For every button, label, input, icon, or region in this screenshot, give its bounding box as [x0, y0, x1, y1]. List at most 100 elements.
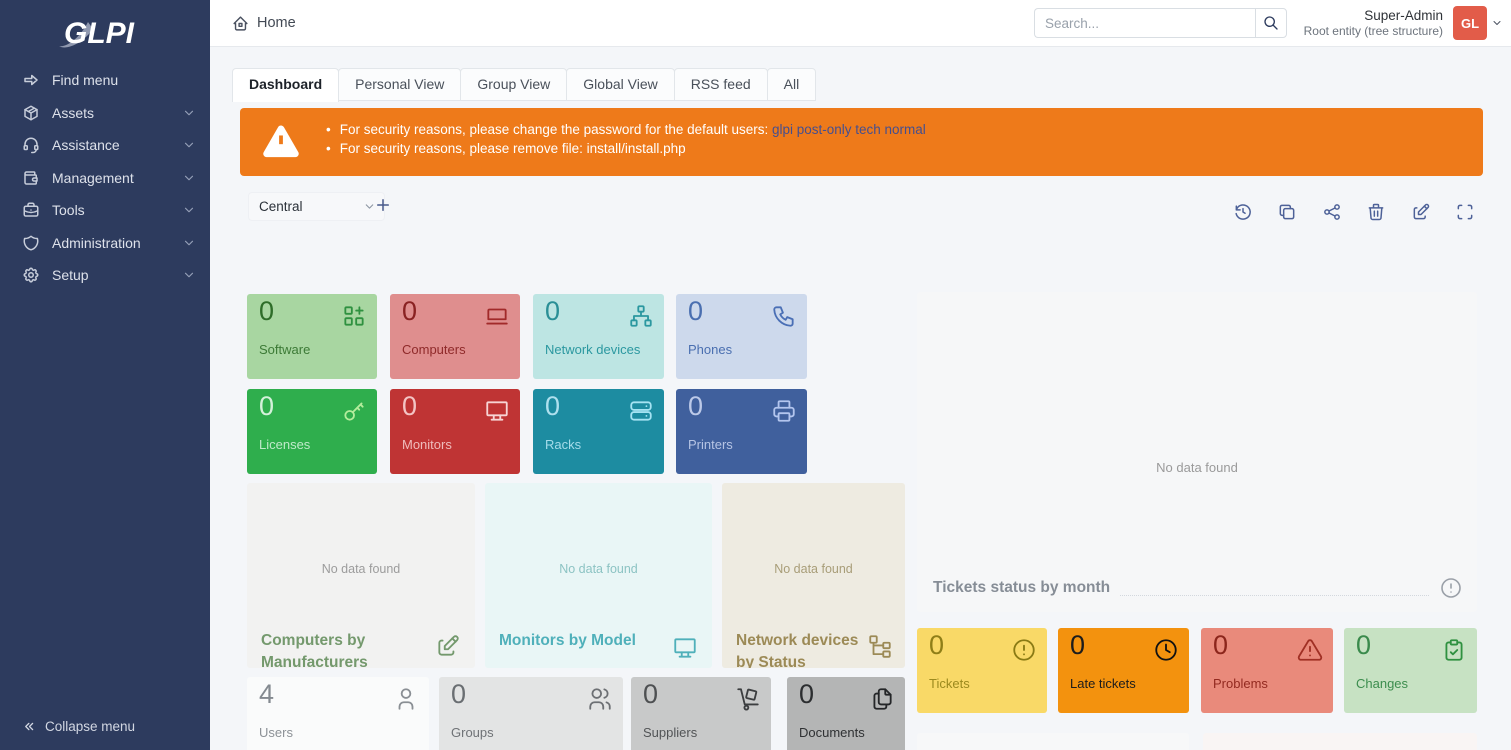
tab-personal-view[interactable]: Personal View: [338, 68, 462, 101]
stat-card-licenses[interactable]: 0 Licenses: [247, 389, 377, 474]
stat-card-network-devices[interactable]: 0 Network devices: [533, 294, 664, 379]
stat-value: 0: [545, 296, 561, 326]
stat-card-late-tickets[interactable]: 0 Late tickets: [1058, 628, 1189, 713]
stat-value: 0: [1070, 630, 1086, 660]
sidebar-item-label: Find menu: [52, 72, 119, 89]
stat-card-tickets[interactable]: 0 Tickets: [917, 628, 1047, 713]
stat-card-monitors[interactable]: 0 Monitors: [390, 389, 520, 474]
user-menu[interactable]: Super-Admin Root entity (tree structure)…: [1304, 0, 1503, 46]
stat-card-documents[interactable]: 0 Documents: [787, 677, 905, 750]
edit-icon: [435, 633, 461, 659]
plus-icon: [374, 196, 392, 214]
add-dashboard-button[interactable]: [374, 196, 392, 214]
fullscreen-icon: [1455, 202, 1475, 222]
tab-global-view[interactable]: Global View: [566, 68, 675, 101]
sidebar-item-label: Management: [52, 169, 134, 186]
hierarchy-icon: [867, 633, 893, 659]
sidebar-item-assets[interactable]: Assets: [0, 97, 210, 130]
breadcrumb-label: Home: [257, 15, 296, 31]
tab-rss-feed[interactable]: RSS feed: [673, 68, 768, 101]
stat-card-software[interactable]: 0 Software: [247, 294, 377, 379]
tab-dashboard[interactable]: Dashboard: [232, 68, 340, 102]
stat-card-racks[interactable]: 0 Racks: [533, 389, 664, 474]
edit-dashboard-button[interactable]: [1411, 202, 1431, 222]
widget-partial-left: [917, 733, 1189, 750]
sidebar-item-setup[interactable]: Setup: [0, 259, 210, 292]
stat-card-suppliers[interactable]: 0 Suppliers: [631, 677, 771, 750]
glpi-logo-text: GLPI: [64, 17, 135, 50]
collapse-menu-button[interactable]: Collapse menu: [22, 719, 135, 734]
widget-monitors-by-model: No data found Monitors by Model: [485, 483, 712, 668]
user-name: Super-Admin: [1364, 7, 1443, 23]
fullscreen-button[interactable]: [1455, 202, 1475, 222]
sidebar-item-label: Tools: [52, 202, 85, 219]
no-data-text: No data found: [774, 562, 853, 576]
alert-circle-icon: [1439, 576, 1463, 600]
tab-all[interactable]: All: [766, 68, 817, 101]
stat-card-problems[interactable]: 0 Problems: [1201, 628, 1333, 713]
chevrons-left-icon: [22, 719, 37, 734]
sidebar-item-find-menu[interactable]: Find menu: [0, 64, 210, 97]
sidebar-item-administration[interactable]: Administration: [0, 227, 210, 260]
stat-value: 0: [799, 679, 815, 709]
avatar[interactable]: GL: [1453, 6, 1487, 40]
tab-group-view[interactable]: Group View: [460, 68, 568, 101]
search-button[interactable]: [1255, 8, 1287, 38]
stat-card-computers[interactable]: 0 Computers: [390, 294, 520, 379]
widget-network-devices-by-status: No data found Network devices by Status: [722, 483, 905, 668]
glpi-logo[interactable]: GLPI: [0, 8, 210, 58]
files-icon: [869, 686, 895, 712]
delete-dashboard-button[interactable]: [1366, 202, 1386, 222]
widget-partial-right: [1203, 733, 1477, 750]
server-icon: [628, 398, 654, 424]
search-input[interactable]: [1034, 8, 1255, 38]
stat-value: 0: [259, 391, 275, 421]
stat-label: Groups: [451, 725, 494, 740]
stat-value: 0: [402, 391, 418, 421]
user-info: Super-Admin Root entity (tree structure): [1304, 8, 1443, 39]
sidebar-item-tools[interactable]: Tools: [0, 194, 210, 227]
stat-value: 0: [643, 679, 659, 709]
chevron-down-icon: [182, 138, 196, 152]
security-warning-install-file: For security reasons, please remove file…: [326, 139, 1483, 158]
stat-card-printers[interactable]: 0 Printers: [676, 389, 807, 474]
edit-icon: [1411, 202, 1431, 222]
dashboard-select-value: Central: [259, 199, 303, 214]
sidebar-item-management[interactable]: Management: [0, 162, 210, 195]
global-search: [1034, 8, 1287, 38]
chevron-down-icon: [182, 203, 196, 217]
stat-label: Tickets: [929, 676, 970, 691]
sidebar-item-label: Assets: [52, 104, 95, 121]
apps-icon: [341, 303, 367, 329]
arrow-right-icon: [22, 71, 40, 89]
security-warning-list: For security reasons, please change the …: [326, 120, 1483, 158]
share-dashboard-button[interactable]: [1322, 202, 1342, 222]
stat-value: 0: [688, 296, 704, 326]
monitor-icon: [672, 635, 698, 661]
monitor-icon: [484, 398, 510, 424]
widget-title: Tickets status by month: [933, 579, 1111, 596]
stat-card-phones[interactable]: 0 Phones: [676, 294, 807, 379]
breadcrumb[interactable]: Home: [232, 0, 296, 46]
stat-value: 0: [402, 296, 418, 326]
default-users-link[interactable]: glpi post-only tech normal: [771, 122, 926, 137]
widget-title: Monitors by Model: [499, 632, 636, 649]
dashboard-select[interactable]: Central: [248, 192, 385, 221]
stat-card-users[interactable]: 4 Users: [247, 677, 429, 750]
sidebar-item-label: Setup: [52, 267, 89, 284]
sidebar-item-assistance[interactable]: Assistance: [0, 129, 210, 162]
stat-card-changes[interactable]: 0 Changes: [1344, 628, 1477, 713]
tab-bar: Dashboard Personal View Group View Globa…: [232, 68, 817, 102]
package-icon: [22, 104, 40, 122]
stat-label: Racks: [545, 437, 582, 452]
sidebar: GLPI Find menu Assets Assistance Managem…: [0, 0, 210, 750]
laptop-icon: [484, 303, 510, 329]
stat-value: 0: [688, 391, 704, 421]
history-button[interactable]: [1233, 202, 1253, 222]
glpi-logo-icon: GLPI: [59, 17, 135, 50]
widget-title-row: Tickets status by month: [933, 576, 1463, 600]
network-icon: [628, 303, 654, 329]
stat-value: 0: [259, 296, 275, 326]
stat-card-groups[interactable]: 0 Groups: [439, 677, 623, 750]
clone-dashboard-button[interactable]: [1277, 202, 1297, 222]
